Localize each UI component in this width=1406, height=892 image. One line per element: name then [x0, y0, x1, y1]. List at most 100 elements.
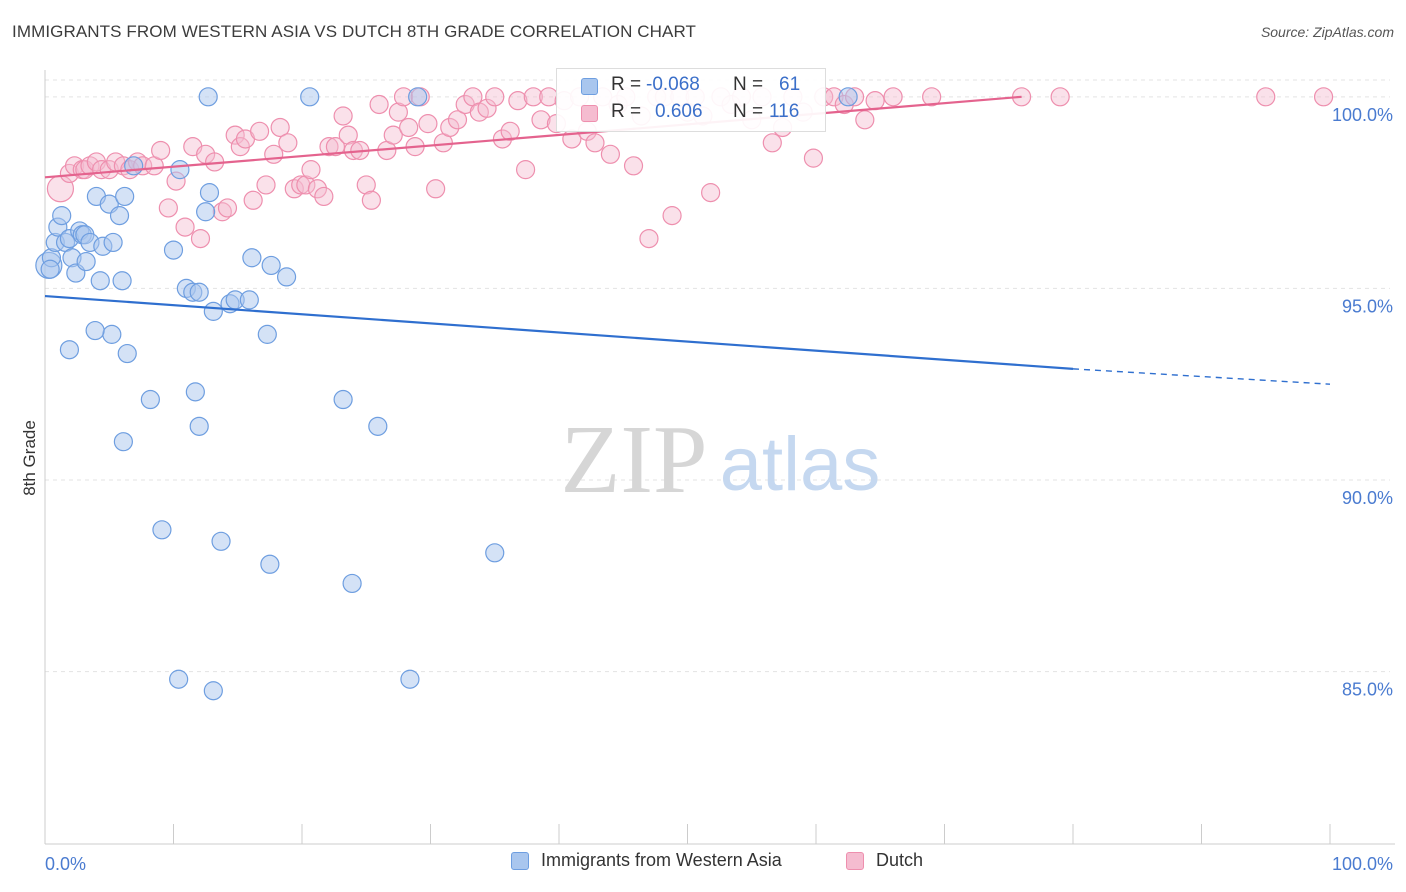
point-dutch: [585, 133, 605, 153]
point-western-asia: [90, 271, 110, 291]
point-western-asia: [76, 251, 96, 272]
y-tick-label: 100.0%: [1332, 105, 1393, 125]
point-western-asia: [242, 248, 262, 268]
point-western-asia: [400, 669, 420, 689]
point-dutch: [333, 106, 353, 126]
point-dutch: [296, 175, 316, 195]
point-western-asia: [196, 202, 216, 222]
y-tick-label: 95.0%: [1342, 296, 1393, 316]
legend-item-dutch[interactable]: Dutch: [846, 850, 923, 871]
point-western-asia: [203, 301, 223, 321]
point-western-asia: [189, 282, 209, 302]
point-western-asia: [211, 531, 231, 551]
point-western-asia: [59, 340, 80, 360]
point-dutch: [383, 125, 403, 145]
point-dutch: [399, 117, 419, 138]
watermark-zip: ZIP: [561, 406, 708, 514]
stats-r-label: R =: [611, 74, 642, 95]
point-dutch: [99, 160, 119, 180]
point-western-asia: [102, 324, 122, 344]
chart-title: IMMIGRANTS FROM WESTERN ASIA VS DUTCH 8T…: [12, 22, 697, 41]
point-western-asia: [198, 87, 218, 107]
point-dutch: [531, 110, 551, 130]
x-tick-label: 0.0%: [45, 854, 86, 874]
legend-swatch-dutch: [846, 851, 864, 870]
trendline-dutch: [44, 95, 1022, 179]
point-dutch: [190, 228, 211, 249]
point-dutch: [515, 160, 536, 180]
stats-n-value-dutch: 116: [769, 101, 800, 122]
point-dutch: [319, 137, 339, 157]
stats-swatch-western-asia: [581, 78, 598, 95]
point-dutch: [639, 228, 659, 249]
point-dutch: [356, 175, 376, 195]
stats-legend-box: R = -0.068 N = 61 R = 0.606 N = 116: [556, 68, 826, 132]
source-attribution: Source: ZipAtlas.com: [1260, 24, 1394, 40]
point-dutch: [418, 114, 438, 134]
point-western-asia: [109, 206, 130, 226]
stats-swatch-dutch: [581, 105, 598, 122]
point-western-asia: [342, 573, 362, 594]
legend-swatch-western-asia: [511, 851, 529, 870]
point-dutch: [175, 217, 195, 237]
stats-r-value-dutch: 0.606: [655, 101, 703, 122]
point-western-asia: [368, 416, 388, 436]
point-western-asia: [85, 320, 105, 341]
point-dutch: [477, 98, 497, 118]
point-western-asia: [203, 681, 223, 701]
stats-r-label: R =: [611, 101, 642, 122]
point-western-asia: [169, 669, 189, 689]
legend-label-western-asia: Immigrants from Western Asia: [541, 850, 782, 870]
point-dutch: [447, 110, 468, 130]
point-dutch: [151, 140, 171, 161]
trend-lines: [44, 95, 1331, 385]
point-western-asia: [113, 432, 133, 452]
point-western-asia: [52, 206, 72, 226]
point-dutch: [803, 148, 824, 168]
y-tick-label: 85.0%: [1342, 680, 1393, 700]
point-dutch: [508, 91, 528, 111]
point-dutch: [1256, 87, 1276, 107]
legend-item-western-asia[interactable]: Immigrants from Western Asia: [511, 850, 782, 871]
point-dutch: [485, 87, 505, 107]
stats-n-label: N =: [733, 74, 764, 95]
point-dutch: [662, 206, 682, 226]
point-dutch: [1313, 87, 1334, 107]
point-western-asia: [408, 87, 428, 107]
point-western-asia: [257, 324, 277, 344]
point-western-asia: [115, 186, 135, 207]
bottom-legend: Immigrants from Western Asia Dutch: [0, 850, 1406, 878]
stats-row-western-asia: R = -0.068 N = 61: [557, 74, 825, 100]
point-dutch: [256, 175, 276, 195]
point-western-asia: [239, 290, 259, 310]
stats-n-label: N =: [733, 101, 764, 122]
point-dutch: [701, 183, 721, 203]
point-dutch: [623, 156, 644, 176]
point-dutch: [361, 190, 381, 210]
point-western-asia: [163, 240, 184, 260]
point-dutch: [270, 117, 290, 138]
point-dutch: [883, 87, 903, 107]
point-dutch: [922, 87, 942, 107]
point-dutch: [249, 121, 270, 141]
x-tick-label: 100.0%: [1332, 854, 1393, 874]
point-western-asia: [112, 271, 132, 291]
series-western-asia-points: [35, 87, 858, 701]
trendline-western-asia: [44, 294, 1074, 370]
y-tick-label: 90.0%: [1342, 488, 1393, 508]
point-dutch: [307, 179, 328, 199]
y-axis-title: 8th Grade: [20, 420, 39, 496]
point-dutch: [1050, 87, 1070, 107]
axes: [44, 70, 1395, 845]
watermark-atlas: atlas: [720, 422, 881, 507]
axis-labels: 100.0% 95.0% 90.0% 85.0% 0.0% 100.0% 8th Grade: [20, 105, 1393, 874]
point-dutch: [217, 198, 238, 218]
point-western-asia: [185, 382, 205, 402]
point-western-asia: [300, 87, 320, 107]
point-western-asia: [152, 520, 172, 540]
point-dutch: [855, 110, 875, 130]
point-western-asia: [261, 255, 281, 276]
point-western-asia: [260, 554, 280, 574]
point-western-asia: [199, 183, 220, 203]
